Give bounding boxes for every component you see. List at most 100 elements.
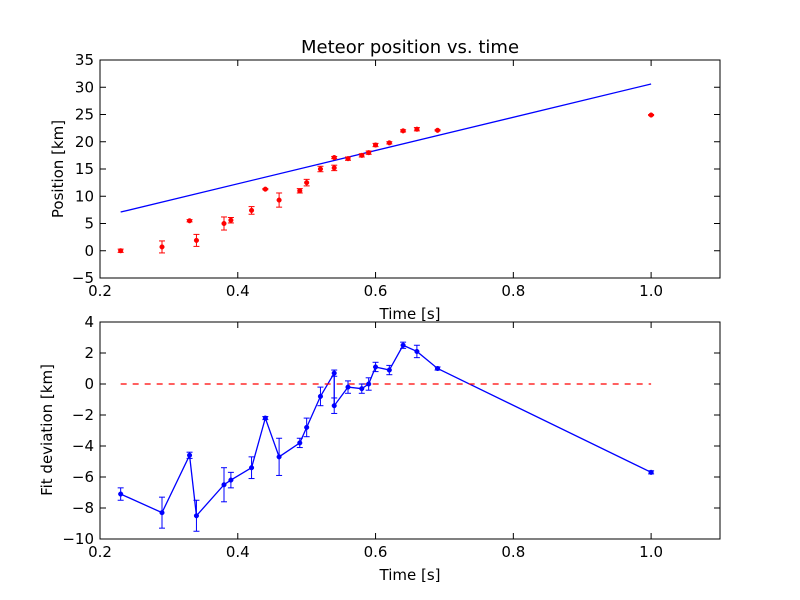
position-chart-x-tick-label: 0.8 xyxy=(501,282,525,300)
deviation-chart-x-tick-label: 0.4 xyxy=(226,543,250,561)
position-chart-marker xyxy=(414,126,420,132)
deviation-chart-marker xyxy=(228,477,234,483)
position-chart-data-point xyxy=(331,155,338,161)
position-chart-marker xyxy=(187,218,193,224)
position-chart-data-point xyxy=(186,218,193,224)
position-chart-marker xyxy=(118,248,124,254)
deviation-chart-data-point xyxy=(303,417,310,438)
deviation-chart-marks xyxy=(117,341,655,532)
position-chart-marker xyxy=(276,197,282,203)
position-chart-data-point xyxy=(358,152,365,158)
deviation-chart-marker xyxy=(331,370,337,376)
position-chart-data-point xyxy=(434,127,441,133)
position-chart-marker xyxy=(359,152,365,158)
position-chart-ticks: 0.2 0.4 0.6 0.8 1.0 −5 0 5 10 15 20 25 30 35 xyxy=(72,51,720,300)
deviation-chart-data-point xyxy=(648,469,655,475)
deviation-chart-data-point xyxy=(248,456,255,480)
deviation-chart-marker xyxy=(262,415,268,421)
position-chart-marker xyxy=(400,128,406,134)
position-chart-marks xyxy=(117,83,655,254)
position-chart-data-point xyxy=(262,186,269,192)
position-chart-title: Meteor position vs. time xyxy=(301,37,519,58)
deviation-chart-marker xyxy=(187,452,193,458)
deviation-chart-marker xyxy=(435,365,441,372)
position-chart-x-tick-label: 0.2 xyxy=(88,282,112,300)
deviation-chart-marker xyxy=(304,424,310,430)
position-chart-data-point xyxy=(303,178,310,187)
position-chart-marker xyxy=(386,140,392,146)
position-chart-data-point xyxy=(648,112,655,118)
position-chart-x-tick-label: 1.0 xyxy=(639,282,663,300)
position-chart-data-point xyxy=(413,126,420,132)
deviation-chart-marker xyxy=(359,386,365,392)
deviation-chart: 0.2 0.4 0.6 0.8 1.0 −10 −8 −6 −4 −2 0 2 4 Time [s] F… xyxy=(38,313,721,584)
position-chart-x-axis-label: Time [s] xyxy=(379,305,441,323)
position-chart-data-point xyxy=(386,140,393,146)
position-chart-data-point xyxy=(117,248,124,254)
deviation-chart-y-axis-label: Fit deviation [km] xyxy=(38,364,56,496)
position-chart-y-tick-label: 0 xyxy=(84,242,94,260)
deviation-chart-data-point xyxy=(186,451,193,459)
position-chart-y-axis-label: Position [km] xyxy=(49,120,67,218)
deviation-chart-data-point xyxy=(400,341,407,349)
deviation-chart-y-tick-label: −6 xyxy=(72,468,94,486)
position-chart-y-tick-label: −5 xyxy=(72,269,94,287)
deviation-chart-data-point xyxy=(317,386,324,407)
position-chart-y-tick-label: 20 xyxy=(75,133,94,151)
deviation-chart-y-tick-label: −8 xyxy=(72,499,94,517)
position-chart-data-point xyxy=(317,165,324,173)
deviation-chart-marker xyxy=(400,342,406,348)
deviation-chart-data-point xyxy=(221,467,227,503)
deviation-chart-data-point xyxy=(296,437,303,449)
position-chart-marker xyxy=(193,237,199,243)
deviation-chart-marker xyxy=(159,510,165,516)
deviation-chart-marker xyxy=(373,364,379,370)
deviation-chart-x-tick-label: 0.6 xyxy=(364,543,388,561)
deviation-chart-marker xyxy=(297,440,303,446)
deviation-chart-marker xyxy=(317,393,323,399)
position-chart-marker xyxy=(373,142,379,148)
deviation-chart-marker xyxy=(276,454,282,460)
deviation-chart-y-tick-label: −2 xyxy=(72,406,94,424)
deviation-chart-y-tick-label: 0 xyxy=(84,375,94,393)
position-chart-y-tick-label: 15 xyxy=(75,160,94,178)
position-chart-marker xyxy=(317,166,323,172)
deviation-chart-data-point xyxy=(331,369,338,377)
position-chart: Meteor position vs. time 0.2 0.4 0.6 0.8 1.0… xyxy=(49,37,721,323)
deviation-chart-data-point xyxy=(159,496,165,529)
deviation-chart-x-tick-label: 0.2 xyxy=(88,543,112,561)
deviation-chart-y-tick-label: −4 xyxy=(72,437,94,455)
position-chart-data-point xyxy=(221,216,227,231)
deviation-chart-data-point xyxy=(358,383,365,394)
deviation-chart-marker xyxy=(414,348,420,355)
position-chart-marker xyxy=(297,188,303,194)
position-chart-y-tick-label: 5 xyxy=(84,215,94,233)
position-chart-data-point xyxy=(296,188,303,194)
deviation-chart-data-point xyxy=(276,437,283,476)
position-chart-y-tick-label: 30 xyxy=(75,78,94,96)
deviation-chart-y-tick-label: 4 xyxy=(84,313,94,331)
deviation-chart-data-point xyxy=(193,499,200,532)
deviation-chart-marker xyxy=(345,384,351,390)
deviation-chart-data-point xyxy=(331,397,338,414)
deviation-chart-x-axis-label: Time [s] xyxy=(379,566,441,584)
deviation-chart-marker xyxy=(331,403,337,409)
deviation-chart-data-point xyxy=(434,365,441,372)
position-chart-data-point xyxy=(372,142,379,148)
deviation-chart-x-tick-label: 0.8 xyxy=(501,543,525,561)
deviation-chart-y-tick-label: 2 xyxy=(84,344,94,362)
deviation-chart-marker xyxy=(193,513,199,519)
position-chart-marker xyxy=(366,150,372,156)
deviation-chart-marker xyxy=(366,381,372,387)
position-chart-data-point xyxy=(227,217,234,224)
position-chart-data-point xyxy=(345,156,351,162)
position-chart-data-point xyxy=(331,164,338,172)
deviation-chart-ticks: 0.2 0.4 0.6 0.8 1.0 −10 −8 −6 −4 −2 0 2 4 xyxy=(62,313,720,561)
position-chart-x-tick-label: 0.4 xyxy=(226,282,250,300)
deviation-chart-data-point xyxy=(372,361,379,373)
position-chart-x-tick-label: 0.6 xyxy=(364,282,388,300)
deviation-chart-marker xyxy=(118,491,124,497)
position-chart-y-tick-label: 25 xyxy=(75,106,94,124)
deviation-chart-data-point xyxy=(117,487,124,501)
